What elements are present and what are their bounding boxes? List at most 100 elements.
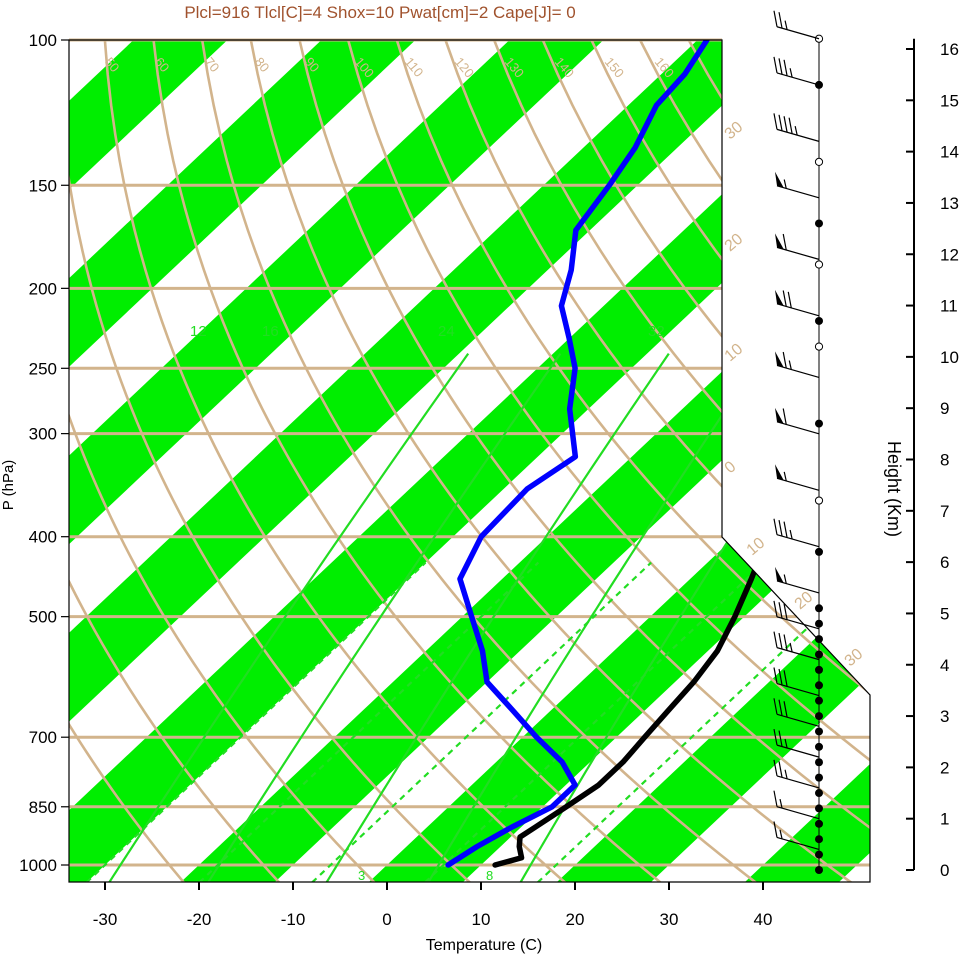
- moist-band: [69, 40, 792, 882]
- wind-level-dot: [815, 619, 823, 628]
- wind-barb: [775, 171, 820, 199]
- theta-label: 110: [402, 54, 427, 80]
- dry-adiabat-line: [200, 40, 757, 882]
- wind-level-dot: [815, 696, 823, 705]
- wind-level-dot: [815, 419, 823, 428]
- x-tick-label: 20: [566, 910, 585, 929]
- chart-title: Plcl=916 Tlcl[C]=4 Shox=10 Pwat[cm]=2 Ca…: [184, 3, 575, 22]
- wind-barb: [773, 759, 820, 789]
- wind-level-dot: [815, 665, 823, 674]
- wind-level-circle: [814, 34, 824, 43]
- wind-level-dot: [815, 604, 823, 613]
- mixing-ratio-bottom-label: 3: [358, 868, 365, 883]
- isotherm-label: 20: [792, 589, 817, 614]
- isotherm-label: 30: [722, 119, 747, 144]
- x-tick-label: 0: [382, 910, 391, 929]
- wind-level-dot: [815, 773, 823, 782]
- mixing-ratio-bottom-label: 8: [486, 868, 493, 883]
- y-axis-label: P (hPa): [0, 460, 17, 511]
- wind-barb: [775, 566, 820, 594]
- dry-adiabat-line: [69, 40, 376, 882]
- mixing-ratio-dashed-line: [85, 561, 427, 882]
- isotherm-label: 0: [722, 458, 740, 477]
- height-tick-label: 13: [940, 194, 959, 213]
- x-tick-label: 30: [660, 910, 679, 929]
- y-tick-label: 850: [29, 798, 57, 817]
- dry-adiabat-line: [103, 40, 567, 882]
- wind-level-dot: [815, 850, 823, 859]
- dewpoint-profile: [445, 40, 710, 868]
- wind-barb: [775, 407, 820, 435]
- wind-barb: [773, 729, 820, 758]
- height-tick-label: 5: [940, 604, 949, 623]
- y-tick-label: 400: [29, 528, 57, 547]
- wind-level-dot: [815, 316, 823, 325]
- wind-barb: [773, 518, 820, 548]
- wind-barb: [773, 821, 820, 851]
- wind-level-dot: [815, 650, 823, 659]
- dry-adiabat-line: [152, 40, 662, 882]
- moist-band: [556, 40, 870, 882]
- height-axis-label: Height (Km): [884, 441, 904, 537]
- mixing-ratio-line: [108, 353, 470, 882]
- mixing-ratio-line: [427, 353, 764, 882]
- wind-barb: [773, 600, 820, 630]
- height-tick-label: 6: [940, 553, 949, 572]
- wind-level-circle: [814, 342, 824, 351]
- y-tick-label: 100: [29, 31, 57, 50]
- dry-adiabat-line: [346, 40, 870, 882]
- x-tick-label: -30: [93, 910, 118, 929]
- height-tick-label: 2: [940, 758, 949, 777]
- dry-adiabat-line: [492, 40, 870, 882]
- wind-level-dot: [815, 219, 823, 228]
- x-tick-label: -10: [281, 910, 306, 929]
- moist-band: [69, 40, 416, 882]
- height-tick-label: 15: [940, 91, 959, 110]
- moist-band: [69, 40, 604, 882]
- height-tick-label: 0: [940, 861, 949, 880]
- wind-level-dot: [815, 547, 823, 556]
- wind-barb: [773, 113, 820, 142]
- y-tick-label: 250: [29, 359, 57, 378]
- height-tick-label: 11: [940, 297, 958, 316]
- height-tick-label: 3: [940, 707, 949, 726]
- dry-adiabat-line: [784, 40, 870, 882]
- height-tick-label: 12: [940, 245, 959, 264]
- height-tick-label: 7: [940, 502, 949, 521]
- wind-level-dot: [815, 635, 823, 644]
- y-tick-label: 700: [29, 728, 57, 747]
- wind-level-circle: [814, 260, 824, 269]
- height-tick-label: 10: [940, 348, 959, 367]
- x-tick-label: -20: [187, 910, 212, 929]
- x-tick-label: 10: [472, 910, 491, 929]
- wind-level-dot: [815, 742, 823, 751]
- height-tick-label: 16: [940, 40, 959, 59]
- y-tick-label: 1000: [19, 856, 57, 875]
- mixing-ratio-label: 24: [438, 323, 455, 340]
- wind-barb: [775, 289, 820, 317]
- wind-level-dot: [815, 866, 823, 874]
- wind-level-circle: [814, 157, 824, 166]
- height-tick-label: 14: [940, 143, 959, 162]
- mixing-ratio-dashed-line: [424, 561, 765, 882]
- wind-barb: [773, 10, 820, 40]
- height-tick-label: 4: [940, 656, 949, 675]
- mixing-ratio-line: [325, 353, 670, 882]
- mixing-ratio-line: [207, 353, 562, 882]
- wind-barb: [773, 790, 820, 820]
- mixing-ratio-label: 32: [648, 323, 665, 340]
- wind-barb: [773, 667, 820, 697]
- isotherm-label: 10: [722, 341, 747, 366]
- plot-border: [68, 39, 871, 883]
- y-tick-label: 200: [29, 279, 57, 298]
- x-tick-label: 40: [754, 910, 773, 929]
- wind-level-dot: [815, 789, 823, 798]
- dry-adiabat-line: [395, 40, 870, 882]
- mixing-ratio-label: 12: [190, 323, 207, 340]
- dry-adiabat-line: [69, 40, 185, 882]
- wind-barb: [775, 464, 820, 491]
- wind-barb: [775, 233, 820, 260]
- isotherm-label: 20: [722, 231, 747, 256]
